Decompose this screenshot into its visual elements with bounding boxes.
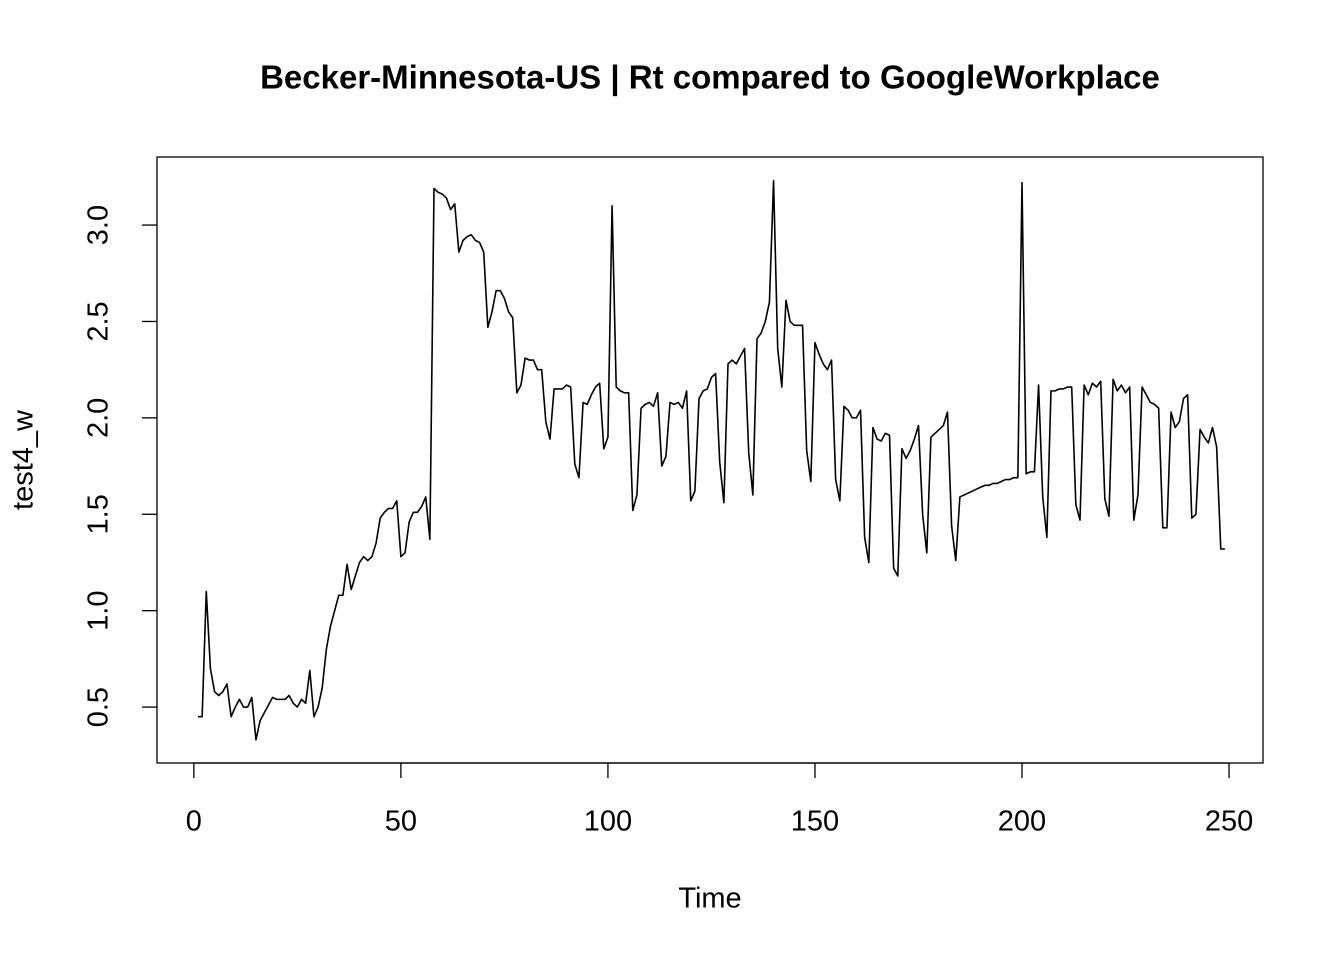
chart-title: Becker-Minnesota-US | Rt compared to Goo… bbox=[260, 59, 1160, 96]
data-line bbox=[197, 179, 1225, 741]
y-axis-label: test4_w bbox=[8, 409, 40, 510]
y-tick-label: 0.5 bbox=[83, 687, 115, 727]
x-tick-label: 250 bbox=[1205, 806, 1253, 838]
x-tick-label: 200 bbox=[998, 806, 1046, 838]
y-tick-label: 3.0 bbox=[83, 205, 115, 245]
x-axis-label: Time bbox=[678, 883, 741, 915]
y-tick-label: 2.5 bbox=[83, 301, 115, 341]
x-tick-label: 0 bbox=[186, 806, 202, 838]
x-tick-label: 50 bbox=[385, 806, 417, 838]
x-tick-label: 100 bbox=[584, 806, 632, 838]
y-tick-label: 1.0 bbox=[83, 591, 115, 631]
plot-box bbox=[156, 156, 1264, 764]
y-tick-label: 2.0 bbox=[83, 398, 115, 438]
x-tick-label: 150 bbox=[791, 806, 839, 838]
y-tick-label: 1.5 bbox=[83, 494, 115, 534]
